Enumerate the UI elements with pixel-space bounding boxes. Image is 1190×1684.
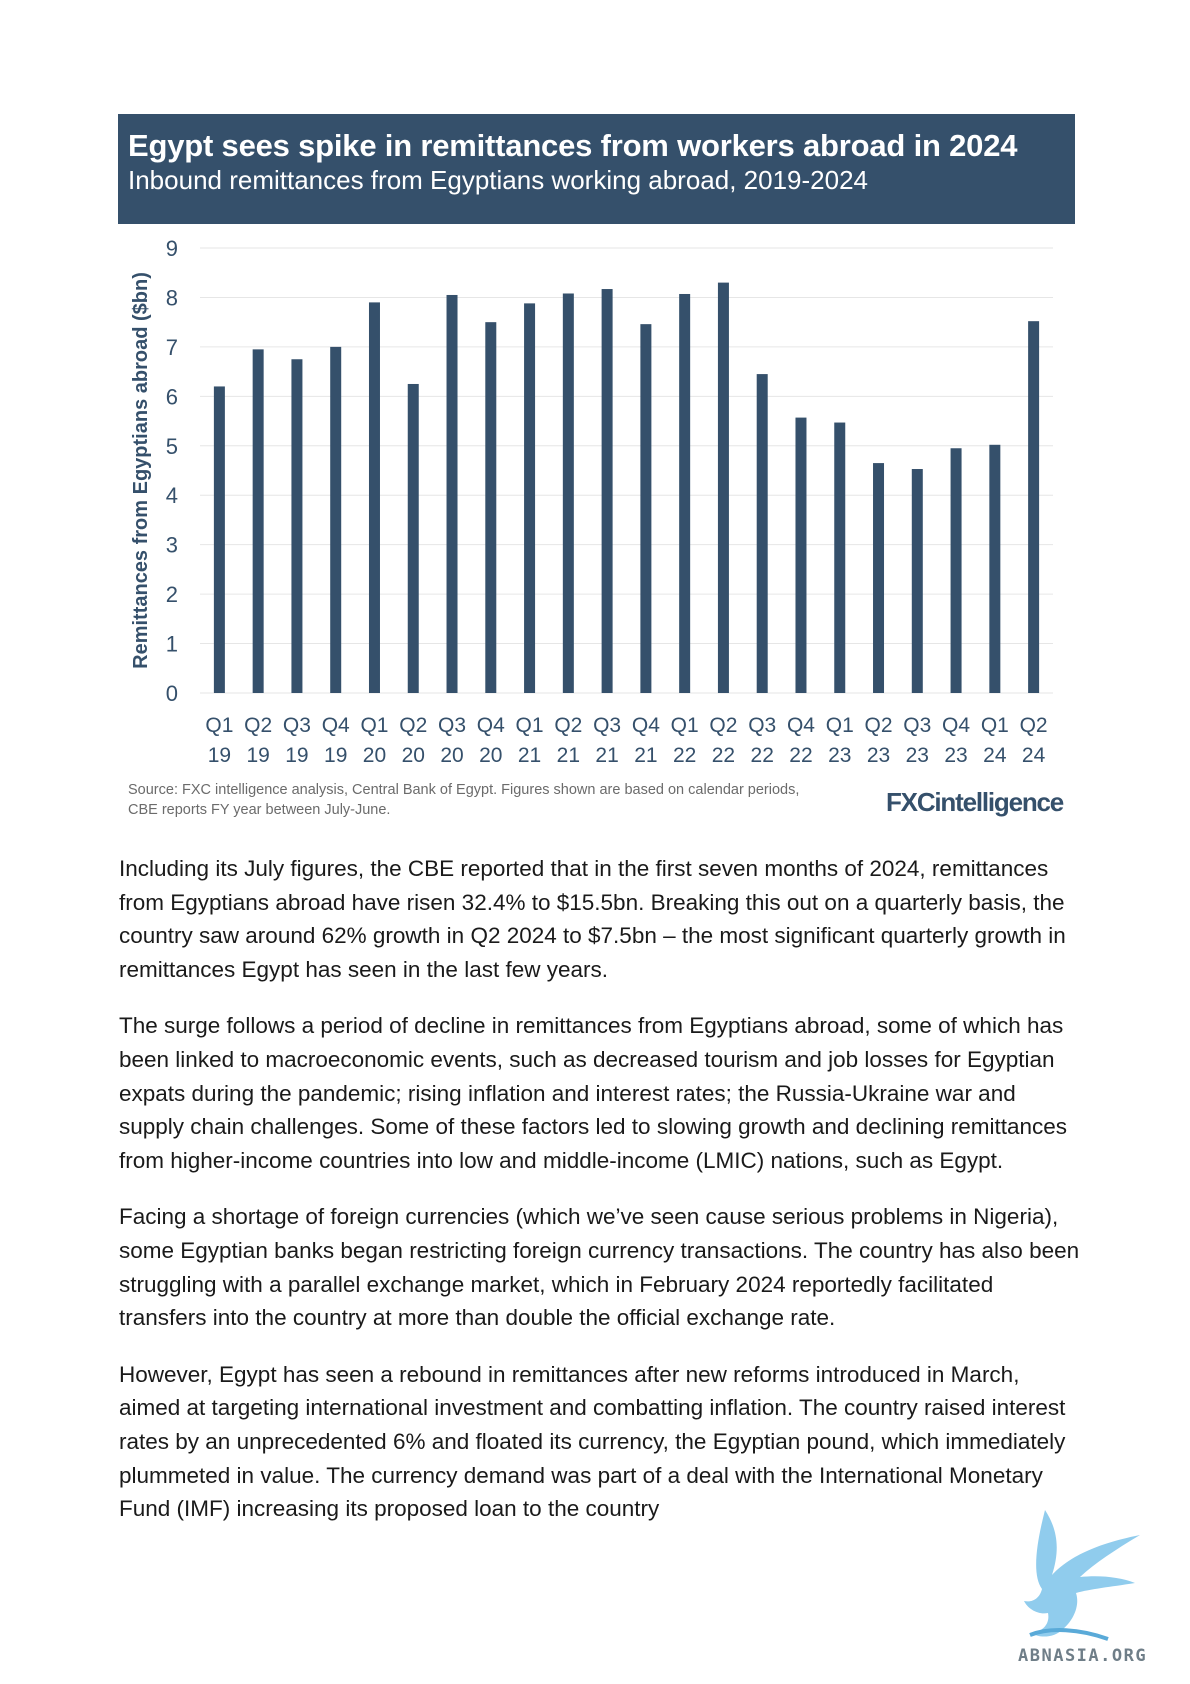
bar xyxy=(717,282,729,693)
x-tick-label-quarter: Q4 xyxy=(632,714,660,737)
bar xyxy=(562,293,574,693)
article-body: Including its July figures, the CBE repo… xyxy=(119,852,1084,1549)
y-tick-label: 7 xyxy=(166,335,178,360)
bar xyxy=(291,359,303,693)
x-tick-label-quarter: Q3 xyxy=(593,714,621,737)
x-tick-label-year: 23 xyxy=(867,744,890,767)
x-tick-label-year: 19 xyxy=(208,744,231,767)
x-tick-label-quarter: Q2 xyxy=(865,714,893,737)
y-axis-ticks: 0 1 2 3 4 5 6 7 8 9 xyxy=(166,236,178,706)
x-tick-label-quarter: Q3 xyxy=(748,714,776,737)
article-paragraph: The surge follows a period of decline in… xyxy=(119,1013,1068,1173)
grid-lines xyxy=(200,247,1053,694)
x-tick-label-quarter: Q4 xyxy=(477,714,505,737)
source-note: Source: FXC intelligence analysis, Centr… xyxy=(128,780,888,820)
bar xyxy=(252,349,264,693)
bar xyxy=(679,293,691,693)
bar xyxy=(368,302,380,693)
x-tick-label-quarter: Q2 xyxy=(709,714,737,737)
x-tick-label-year: 19 xyxy=(285,744,308,767)
bar xyxy=(601,289,613,693)
x-tick-label-quarter: Q1 xyxy=(360,714,388,737)
x-tick-label-quarter: Q1 xyxy=(205,714,233,737)
article-paragraph: Facing a shortage of foreign currencies … xyxy=(119,1204,1080,1331)
x-tick-label-year: 20 xyxy=(479,744,502,767)
x-tick-label-quarter: Q1 xyxy=(671,714,699,737)
article-paragraph: Including its July figures, the CBE repo… xyxy=(119,856,1066,982)
x-axis-ticks: Q1 19 Q2 19 Q3 19 Q4 19 Q1 20 Q2 20 Q3 20 Q4 20 Q1 21 Q2 21… xyxy=(205,714,1047,767)
x-tick-label-year: 21 xyxy=(557,744,580,767)
x-tick-label-quarter: Q4 xyxy=(787,714,815,737)
fxc-logo: FXCintelligence xyxy=(886,787,1064,817)
x-tick-label-year: 20 xyxy=(402,744,425,767)
bar xyxy=(407,383,419,693)
y-tick-label: 8 xyxy=(166,285,178,310)
x-tick-label-year: 22 xyxy=(712,744,735,767)
x-tick-label-year: 23 xyxy=(906,744,929,767)
bar xyxy=(756,374,768,693)
watermark-text: ABNASIA.ORG xyxy=(1018,1646,1148,1666)
x-tick-label-year: 21 xyxy=(518,744,541,767)
x-tick-label-year: 22 xyxy=(789,744,812,767)
x-tick-label-quarter: Q4 xyxy=(942,714,970,737)
x-tick-label-year: 21 xyxy=(634,744,657,767)
x-tick-label-quarter: Q1 xyxy=(826,714,854,737)
x-tick-label-year: 23 xyxy=(944,744,967,767)
bar xyxy=(524,303,536,693)
x-tick-label-quarter: Q3 xyxy=(283,714,311,737)
x-tick-label-quarter: Q4 xyxy=(322,714,350,737)
bar xyxy=(795,417,807,693)
bar xyxy=(989,444,1001,693)
x-tick-label-year: 22 xyxy=(751,744,774,767)
chart-header: Egypt sees spike in remittances from wor… xyxy=(118,114,1075,224)
griffin-watermark-logo xyxy=(1024,1510,1140,1641)
x-tick-label-quarter: Q2 xyxy=(554,714,582,737)
source-note-line-2: CBE reports FY year between July-June. xyxy=(128,802,391,818)
chart-title: Egypt sees spike in remittances from wor… xyxy=(128,128,1018,163)
bar xyxy=(640,324,652,693)
y-tick-label: 6 xyxy=(166,384,178,409)
y-tick-label: 4 xyxy=(166,483,178,508)
bar xyxy=(834,422,846,693)
bar xyxy=(446,294,458,693)
bar xyxy=(330,346,342,693)
bar xyxy=(485,322,497,693)
y-tick-label: 1 xyxy=(166,632,178,657)
bars xyxy=(213,282,1040,693)
x-tick-label-quarter: Q2 xyxy=(1020,714,1048,737)
bar xyxy=(1028,321,1040,693)
x-tick-label-quarter: Q3 xyxy=(903,714,931,737)
x-tick-label-quarter: Q3 xyxy=(438,714,466,737)
x-tick-label-quarter: Q1 xyxy=(981,714,1009,737)
x-tick-label-year: 20 xyxy=(440,744,463,767)
bar xyxy=(950,448,962,693)
bar xyxy=(911,469,923,693)
article-paragraph: However, Egypt has seen a rebound in rem… xyxy=(119,1361,1066,1522)
x-tick-label-quarter: Q2 xyxy=(244,714,272,737)
x-tick-label-year: 24 xyxy=(1022,744,1046,767)
source-note-line-1: Source: FXC intelligence analysis, Centr… xyxy=(128,782,800,798)
bar xyxy=(873,463,885,693)
x-tick-label-year: 22 xyxy=(673,744,696,767)
y-axis-label: Remittances from Egyptians abroad ($bn) xyxy=(130,272,152,669)
chart-subtitle: Inbound remittances from Egyptians worki… xyxy=(128,165,868,195)
bar xyxy=(213,386,225,693)
x-tick-label-quarter: Q1 xyxy=(516,714,544,737)
y-tick-label: 9 xyxy=(166,236,178,261)
x-tick-label-year: 19 xyxy=(324,744,347,767)
x-tick-label-year: 21 xyxy=(595,744,618,767)
x-tick-label-year: 20 xyxy=(363,744,386,767)
y-tick-label: 0 xyxy=(166,681,178,706)
y-tick-label: 2 xyxy=(166,582,178,607)
y-tick-label: 3 xyxy=(166,533,178,558)
x-tick-label-year: 19 xyxy=(246,744,269,767)
x-tick-label-year: 24 xyxy=(983,744,1007,767)
x-tick-label-year: 23 xyxy=(828,744,851,767)
y-tick-label: 5 xyxy=(166,434,178,459)
x-tick-label-quarter: Q2 xyxy=(399,714,427,737)
